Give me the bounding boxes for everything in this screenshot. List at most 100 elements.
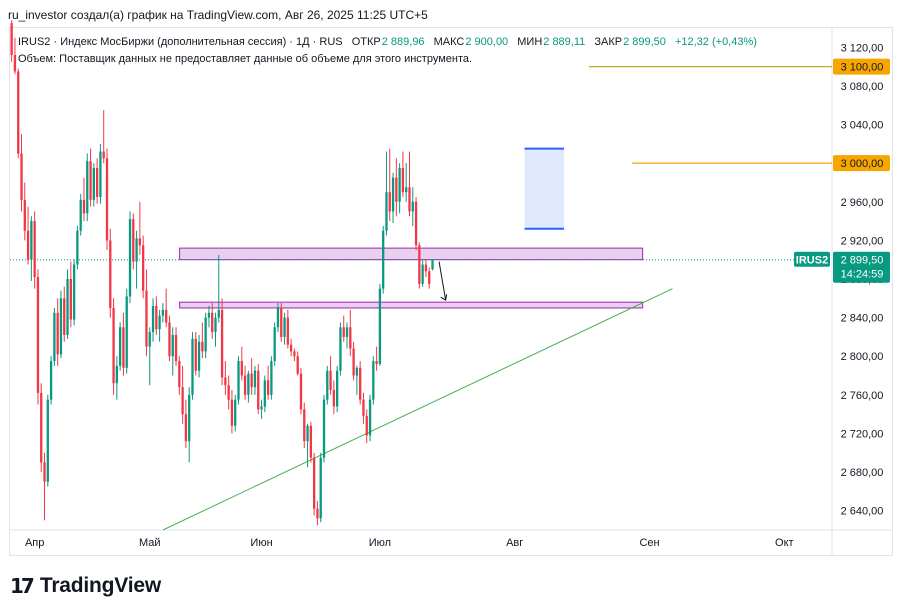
candle-body bbox=[250, 373, 253, 388]
legend-change: +12,32 (+0,43%) bbox=[674, 36, 757, 48]
candle-body bbox=[355, 367, 359, 376]
y-tick-label: 2 960,00 bbox=[841, 197, 884, 209]
candle-body bbox=[220, 309, 224, 378]
candle-body bbox=[336, 370, 339, 407]
x-tick-label: Май bbox=[139, 537, 161, 549]
candle-body bbox=[40, 392, 43, 463]
x-tick-label: Сен bbox=[639, 537, 659, 549]
candle-body bbox=[23, 199, 26, 231]
candle-body bbox=[151, 306, 155, 333]
level-price-tag bbox=[833, 58, 890, 75]
candle-body bbox=[66, 279, 69, 335]
candle-body bbox=[46, 399, 49, 482]
candle-body bbox=[276, 307, 280, 328]
volume-note: Объем: Поставщик данных не предоставляет… bbox=[18, 53, 473, 65]
candle-body bbox=[59, 298, 63, 355]
zone-rectangle bbox=[179, 301, 644, 309]
candle-body bbox=[33, 221, 36, 278]
candle-body bbox=[118, 327, 122, 366]
candle-body bbox=[247, 373, 250, 395]
candle-body bbox=[342, 327, 345, 337]
candle-body bbox=[359, 367, 362, 400]
x-tick-label: Авг bbox=[506, 537, 523, 549]
candle-body bbox=[148, 332, 151, 347]
legend-description: Индекс МосБиржи (дополнительная сессия) bbox=[60, 36, 287, 48]
candle-body bbox=[86, 161, 89, 214]
candle-body bbox=[72, 264, 76, 320]
candle-body bbox=[414, 201, 418, 246]
candle-body bbox=[230, 399, 234, 426]
candle-body bbox=[296, 356, 299, 374]
candle-body bbox=[92, 167, 95, 200]
candle-body bbox=[339, 327, 342, 371]
candle-body bbox=[17, 71, 20, 154]
candle-body bbox=[421, 264, 424, 284]
tradingview-logo-text: TradingView bbox=[39, 574, 161, 597]
zone-rectangle bbox=[179, 247, 644, 261]
candle-body bbox=[234, 399, 237, 426]
chart-header: ru_investor создал(а) график на TradingV… bbox=[8, 8, 428, 22]
candle-body bbox=[155, 306, 158, 330]
candle-body bbox=[194, 338, 197, 371]
candle-body bbox=[135, 238, 138, 262]
candle-body bbox=[49, 361, 53, 400]
countdown-label: 14:24:59 bbox=[841, 269, 884, 281]
level-price-tag bbox=[833, 155, 890, 172]
candle-body bbox=[191, 338, 194, 395]
candle-body bbox=[102, 151, 105, 159]
y-tick-label: 3 120,00 bbox=[841, 42, 884, 54]
x-tick-label: Окт bbox=[775, 537, 794, 549]
candle-body bbox=[168, 322, 171, 357]
chart-frame bbox=[9, 27, 893, 556]
symbol-legend[interactable]: IRUS2 · Индекс МосБиржи (дополнительная … bbox=[18, 36, 757, 48]
tradingview-logo[interactable]: 17 TradingView bbox=[10, 574, 161, 598]
y-tick-label: 3 040,00 bbox=[841, 120, 884, 132]
legend-symbol[interactable]: IRUS2 bbox=[18, 36, 51, 48]
y-tick-label: 3 080,00 bbox=[841, 81, 884, 93]
candle-body bbox=[43, 462, 46, 482]
candle-body bbox=[424, 264, 428, 272]
legend-low-value: 2 889,11 bbox=[543, 36, 586, 48]
candle-body bbox=[260, 406, 263, 410]
legend-open-label: ОТКР bbox=[351, 36, 381, 48]
x-tick-label: Июн bbox=[250, 537, 272, 549]
candle-body bbox=[368, 399, 372, 436]
candle-body bbox=[109, 240, 112, 308]
candle-body bbox=[273, 327, 276, 362]
candle-body bbox=[263, 380, 266, 407]
candle-body bbox=[95, 167, 99, 197]
candle-body bbox=[214, 317, 217, 333]
candle-body bbox=[112, 307, 115, 384]
candle-body bbox=[306, 425, 309, 442]
x-tick-label: Апр bbox=[25, 537, 44, 549]
candle-body bbox=[322, 399, 326, 458]
candle-body bbox=[372, 361, 375, 400]
legend-low-label: МИН bbox=[517, 36, 543, 48]
candle-body bbox=[378, 288, 382, 364]
candle-body bbox=[79, 199, 82, 231]
candle-body bbox=[53, 312, 56, 362]
candle-body bbox=[332, 390, 336, 407]
candle-body bbox=[365, 416, 368, 436]
candle-body bbox=[431, 259, 434, 270]
level-price-label: 3 000,00 bbox=[841, 158, 884, 170]
candle-body bbox=[405, 187, 408, 193]
candle-body bbox=[224, 377, 227, 386]
candle-body bbox=[237, 361, 240, 400]
candle-body bbox=[188, 394, 191, 442]
last-price-tag bbox=[833, 251, 890, 283]
candle-body bbox=[316, 508, 319, 519]
candle-body bbox=[89, 161, 92, 200]
last-price-label: 2 899,50 bbox=[841, 255, 884, 267]
candle-body bbox=[217, 309, 220, 318]
candle-body bbox=[128, 219, 132, 297]
candle-body bbox=[171, 334, 174, 357]
candle-body bbox=[204, 317, 207, 352]
candle-body bbox=[266, 380, 270, 395]
candle-body bbox=[329, 370, 332, 391]
candle-body bbox=[20, 153, 23, 200]
candle-body bbox=[398, 167, 401, 202]
candle-body bbox=[253, 370, 257, 388]
forecast-arrow-line bbox=[438, 261, 447, 301]
